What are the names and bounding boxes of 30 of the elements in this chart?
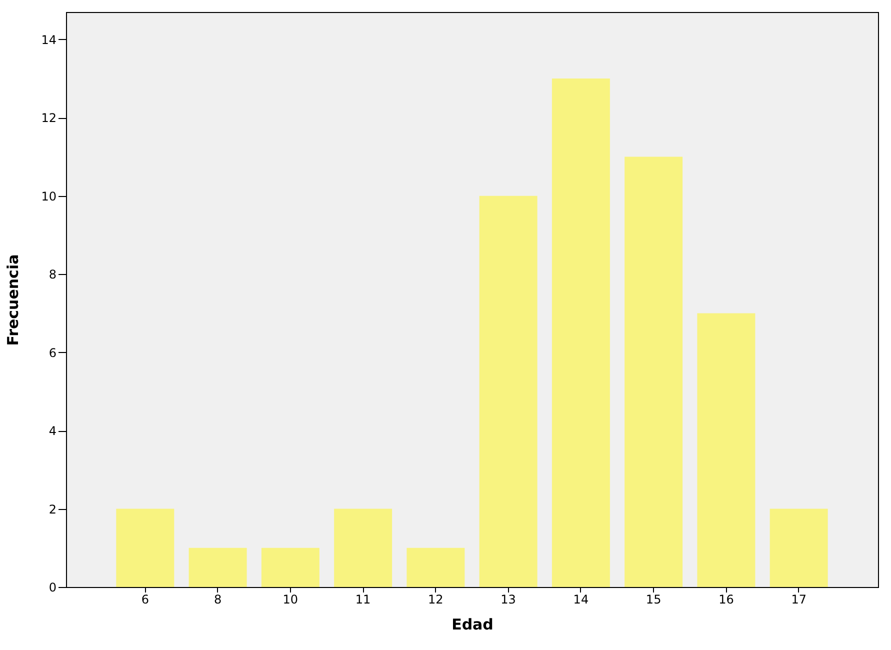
y-tick-label: 10 xyxy=(41,189,56,204)
bar xyxy=(116,508,174,587)
bar xyxy=(770,508,828,587)
x-tick-label: 10 xyxy=(282,592,298,606)
bar xyxy=(334,508,392,587)
y-tick-label: 6 xyxy=(48,346,56,360)
bar xyxy=(624,156,683,587)
y-tick-label: 2 xyxy=(48,502,56,516)
x-tick-label: 14 xyxy=(573,592,589,606)
x-tick-label: 8 xyxy=(214,592,222,606)
y-tick-label: 12 xyxy=(41,111,56,126)
bar xyxy=(552,78,610,587)
x-tick-label: 6 xyxy=(141,592,149,606)
y-axis-title: Frecuencia xyxy=(4,254,22,346)
bar xyxy=(406,548,465,587)
x-tick-label: 13 xyxy=(500,592,516,606)
x-tick-label: 12 xyxy=(428,592,444,606)
y-tick-label: 0 xyxy=(48,580,56,594)
bar xyxy=(479,196,538,587)
x-tick-label: 17 xyxy=(791,592,806,606)
x-tick-label: 11 xyxy=(355,592,371,606)
bar xyxy=(188,548,247,587)
y-tick-label: 8 xyxy=(48,268,56,282)
y-tick-label: 4 xyxy=(48,424,56,438)
x-tick-label: 15 xyxy=(646,592,662,606)
x-axis-title: Edad xyxy=(452,616,494,634)
x-tick-label: 16 xyxy=(718,592,734,606)
y-tick-label: 14 xyxy=(41,32,56,47)
bar xyxy=(697,313,756,587)
bar xyxy=(261,548,320,587)
